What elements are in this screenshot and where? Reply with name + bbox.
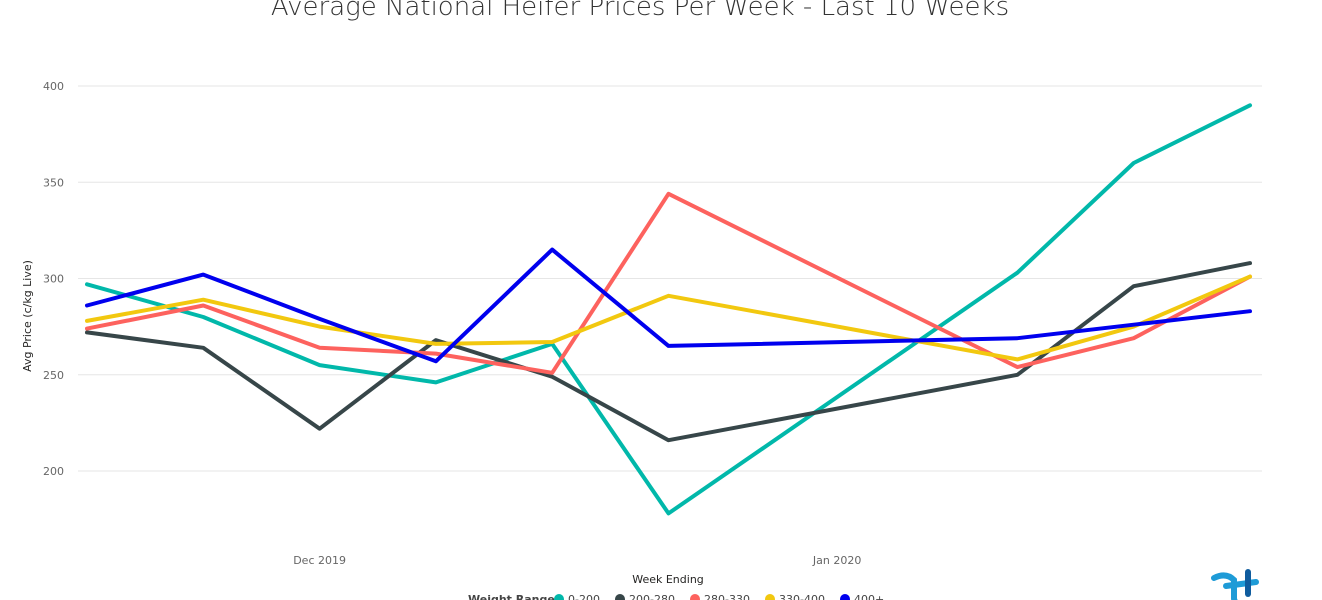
y-tick-label: 250 bbox=[43, 369, 64, 382]
brand-logo-icon bbox=[1211, 569, 1259, 600]
series-line-200-280 bbox=[85, 261, 1252, 443]
series-line-280-330 bbox=[85, 191, 1252, 375]
legend-title: Weight Range bbox=[468, 593, 555, 600]
legend-marker-0-200 bbox=[554, 594, 564, 600]
legend-entry-0-200: 0-200 bbox=[568, 593, 600, 600]
series-line-0-200 bbox=[85, 103, 1252, 516]
x-tick-label: Dec 2019 bbox=[293, 554, 346, 567]
x-tick-label: Jan 2020 bbox=[812, 554, 861, 567]
y-tick-label: 300 bbox=[43, 273, 64, 286]
legend-marker-330-400 bbox=[765, 594, 775, 600]
y-tick-label: 200 bbox=[43, 465, 64, 478]
legend-entry-330-400: 330-400 bbox=[779, 593, 825, 600]
y-tick-label: 400 bbox=[43, 80, 64, 93]
legend-marker-280-330 bbox=[690, 594, 700, 600]
legend-entry-200-280: 200-280 bbox=[629, 593, 675, 600]
series-line-330-400 bbox=[85, 274, 1252, 362]
y-axis-ticks: 200 250 300 350 400 bbox=[43, 80, 64, 478]
legend-entry-400+: 400+ bbox=[854, 593, 884, 600]
x-axis-label: Week Ending bbox=[632, 573, 704, 586]
series-line-400+ bbox=[85, 247, 1252, 364]
legend-entry-280-330: 280-330 bbox=[704, 593, 750, 600]
y-axis-label: Avg Price (c/kg Live) bbox=[21, 260, 34, 372]
chart-title: Average National Heifer Prices Per Week … bbox=[270, 0, 1010, 22]
x-axis-ticks: Dec 2019 Jan 2020 bbox=[293, 554, 861, 567]
legend-marker-200-280 bbox=[615, 594, 625, 600]
legend-marker-400+ bbox=[840, 594, 850, 600]
legend: Weight Range 0-200 200-280 280-330 330-400 40… bbox=[468, 593, 884, 600]
series-lines bbox=[85, 103, 1252, 516]
y-tick-label: 350 bbox=[43, 176, 64, 189]
gridlines bbox=[78, 85, 1262, 472]
